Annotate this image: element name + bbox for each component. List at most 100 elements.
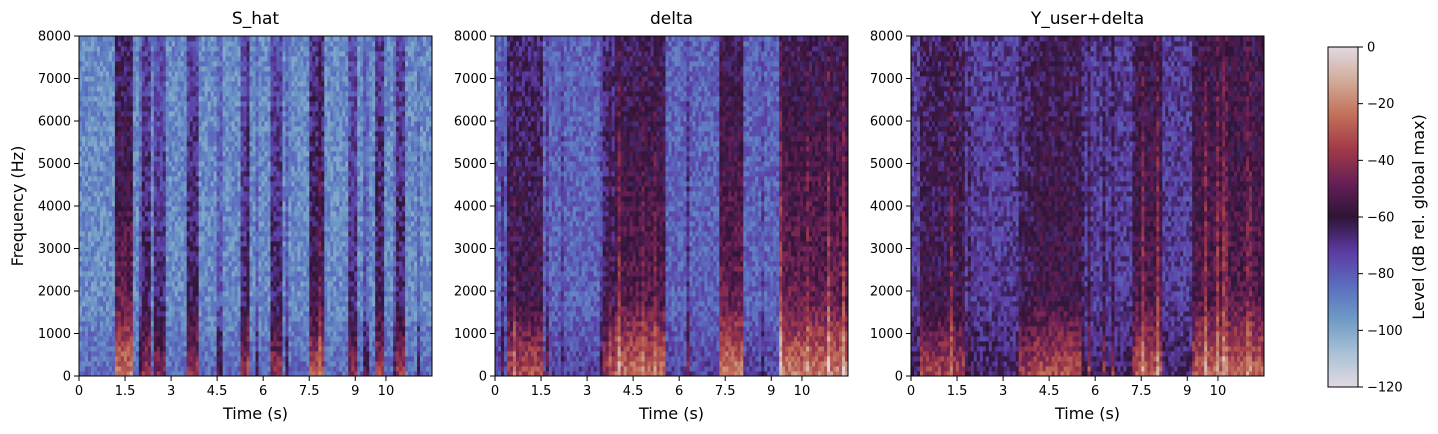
spectrogram-cell — [172, 311, 175, 316]
spectrogram-cell — [133, 296, 136, 301]
spectrogram-cell — [258, 326, 261, 331]
spectrogram-cell — [127, 351, 130, 356]
spectrogram-cell — [160, 316, 163, 321]
spectrogram-cell — [348, 311, 351, 316]
spectrogram-cell — [172, 351, 175, 356]
spectrogram-cell — [285, 321, 288, 326]
spectrogram-cell — [381, 306, 384, 311]
spectrogram-cell — [190, 321, 193, 326]
spectrogram-cell — [241, 296, 244, 301]
spectrogram-cell — [112, 366, 115, 371]
spectrogram-cell — [199, 296, 202, 301]
spectrogram-cell — [193, 321, 196, 326]
spectrogram-cell — [178, 366, 181, 371]
spectrogram-cell — [115, 296, 118, 301]
spectrogram-cell — [303, 306, 306, 311]
spectrogram-cell — [199, 321, 202, 326]
spectrogram-cell — [142, 301, 145, 306]
spectrogram-cell — [399, 331, 402, 336]
spectrogram-cell — [157, 321, 160, 326]
spectrogram-cell — [324, 331, 327, 336]
spectrogram-cell — [226, 351, 229, 356]
spectrogram-cell — [220, 346, 223, 351]
spectrogram-cell — [202, 351, 205, 356]
spectrogram-cell — [423, 356, 426, 361]
spectrogram-cell — [145, 356, 148, 361]
spectrogram-cell — [130, 301, 133, 306]
spectrogram-cell — [327, 331, 330, 336]
spectrogram-cell — [348, 341, 351, 346]
spectrogram-cell — [142, 366, 145, 371]
spectrogram-cell — [223, 336, 226, 341]
spectrogram-cell — [258, 311, 261, 316]
spectrogram-cell — [348, 351, 351, 356]
spectrogram-cell — [109, 356, 112, 361]
spectrogram-cell — [118, 326, 121, 331]
spectrogram-cell — [151, 311, 154, 316]
spectrogram-cell — [187, 346, 190, 351]
spectrogram-cell — [414, 326, 417, 331]
spectrogram-cell — [282, 326, 285, 331]
spectrogram-cell — [133, 306, 136, 311]
spectrogram-cell — [193, 296, 196, 301]
spectrogram-cell — [106, 311, 109, 316]
spectrogram-cell — [330, 351, 333, 356]
spectrogram-cell — [166, 311, 169, 316]
spectrogram-cell — [229, 316, 232, 321]
spectrogram-cell — [363, 361, 366, 366]
spectrogram-cell — [160, 321, 163, 326]
spectrogram-cell — [309, 316, 312, 321]
spectrogram-cell — [199, 316, 202, 321]
spectrogram-cell — [321, 346, 324, 351]
spectrogram-cell — [354, 331, 357, 336]
spectrogram-cell — [405, 341, 408, 346]
spectrogram-cell — [285, 331, 288, 336]
spectrogram-cell — [97, 326, 100, 331]
spectrogram-cell — [291, 326, 294, 331]
spectrogram-cell — [294, 316, 297, 321]
spectrogram-cell — [205, 356, 208, 361]
spectrogram-cell — [139, 301, 142, 306]
spectrogram-cell — [220, 356, 223, 361]
spectrogram-cell — [181, 306, 184, 311]
spectrogram-cell — [384, 346, 387, 351]
spectrogram-cell — [169, 351, 172, 356]
spectrogram-cell — [175, 331, 178, 336]
spectrogram-cell — [375, 346, 378, 351]
spectrogram-cell — [130, 296, 133, 301]
spectrogram-cell — [354, 341, 357, 346]
spectrogram-cell — [303, 296, 306, 301]
spectrogram-cell — [294, 306, 297, 311]
spectrogram-cell — [381, 361, 384, 366]
spectrogram-cell — [157, 316, 160, 321]
spectrogram-cell — [408, 346, 411, 351]
spectrogram-cell — [339, 331, 342, 336]
spectrogram-cell — [226, 306, 229, 311]
spectrogram-cell — [241, 346, 244, 351]
spectrogram-cell — [294, 336, 297, 341]
spectrogram-cell — [199, 331, 202, 336]
spectrogram-cell — [172, 336, 175, 341]
spectrogram-cell — [226, 316, 229, 321]
spectrogram-cell — [357, 366, 360, 371]
spectrogram-cell — [345, 306, 348, 311]
spectrogram-cell — [91, 346, 94, 351]
spectrogram-cell — [94, 346, 97, 351]
spectrogram-cell — [276, 336, 279, 341]
spectrogram-cell — [205, 341, 208, 346]
spectrogram-cell — [369, 321, 372, 326]
spectrogram-cell — [151, 346, 154, 351]
spectrogram-cell — [327, 301, 330, 306]
spectrogram-cell — [148, 326, 151, 331]
spectrogram-cell — [408, 356, 411, 361]
spectrogram-cell — [133, 366, 136, 371]
spectrogram-cell — [160, 311, 163, 316]
spectrogram-cell — [88, 306, 91, 311]
spectrogram-cell — [124, 326, 127, 331]
spectrogram-cell — [339, 326, 342, 331]
spectrogram-cell — [154, 301, 157, 306]
spectrogram-cell — [214, 296, 217, 301]
spectrogram-cell — [148, 316, 151, 321]
spectrogram-cell — [226, 321, 229, 326]
